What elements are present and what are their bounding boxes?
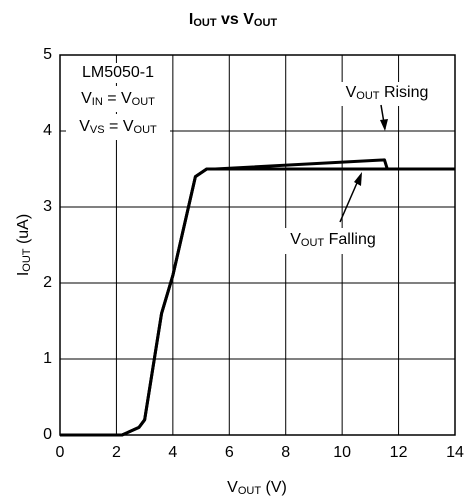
arrow-head <box>380 119 388 131</box>
annotation: VOUT Rising <box>346 84 429 102</box>
label-background <box>327 82 449 106</box>
label-background <box>76 63 158 83</box>
text-segment: OUT <box>193 17 217 29</box>
data-line <box>60 158 455 437</box>
y-tick-label: 2 <box>43 274 52 291</box>
label-background <box>270 228 396 254</box>
text-segment: OUT <box>254 17 278 29</box>
y-tick-label: 3 <box>43 198 52 215</box>
annotation: VOUT Falling <box>290 231 375 249</box>
text-segment: OUT <box>132 96 156 108</box>
text-segment: I <box>189 11 193 28</box>
x-tick-label: 0 <box>56 444 65 461</box>
text-segment: LM5050-1 <box>82 64 154 81</box>
y-tick-label: 0 <box>43 426 52 443</box>
text-segment: V <box>79 118 90 135</box>
y-tick-label: 4 <box>43 122 52 139</box>
marks <box>60 158 455 437</box>
label-background <box>66 114 170 140</box>
y-tick-label: 5 <box>43 46 52 63</box>
text-segment: V <box>81 90 92 107</box>
text-segment: OUT <box>134 124 158 136</box>
y-tick-label: 1 <box>43 350 52 367</box>
text-segment: OUT <box>21 248 33 272</box>
text-segment: = V <box>105 118 134 135</box>
x-tick-label: 4 <box>168 444 177 461</box>
text-segment: OUT <box>356 90 380 102</box>
y-axis-label: IOUT (uA) <box>15 214 33 276</box>
arrow <box>339 175 361 223</box>
text-segment: Rising <box>380 84 429 101</box>
text-segment: I <box>15 272 32 276</box>
text-segment: (V) <box>261 479 287 496</box>
text-segment: V <box>290 231 301 248</box>
text-segment: V <box>227 479 238 496</box>
text-segment: = V <box>103 90 132 107</box>
x-tick-label: 6 <box>225 444 234 461</box>
text-segment: VS <box>90 124 105 136</box>
x-tick-label: 14 <box>446 444 464 461</box>
x-tick-label: 2 <box>112 444 121 461</box>
annotation: LM5050-1 <box>82 64 154 81</box>
text-segment: Falling <box>324 231 376 248</box>
x-tick-label: 12 <box>390 444 408 461</box>
label-background <box>66 86 170 112</box>
annotation: VVS = VOUT <box>79 118 157 136</box>
text-segment: V <box>346 84 357 101</box>
x-tick-label: 8 <box>281 444 290 461</box>
chart-title: IOUT vs VOUT <box>189 11 278 29</box>
arrow-head <box>354 172 362 186</box>
text-segment: OUT <box>301 237 325 249</box>
text-segment: (uA) <box>15 214 32 249</box>
data-line <box>60 167 455 437</box>
x-axis-label: VOUT (V) <box>227 479 287 497</box>
annotation: VIN = VOUT <box>81 90 155 108</box>
x-tick-label: 10 <box>333 444 351 461</box>
text-segment: vs V <box>217 11 255 28</box>
text-segment: IN <box>92 96 103 108</box>
text-segment: OUT <box>238 485 262 497</box>
plot-frame <box>59 54 456 436</box>
